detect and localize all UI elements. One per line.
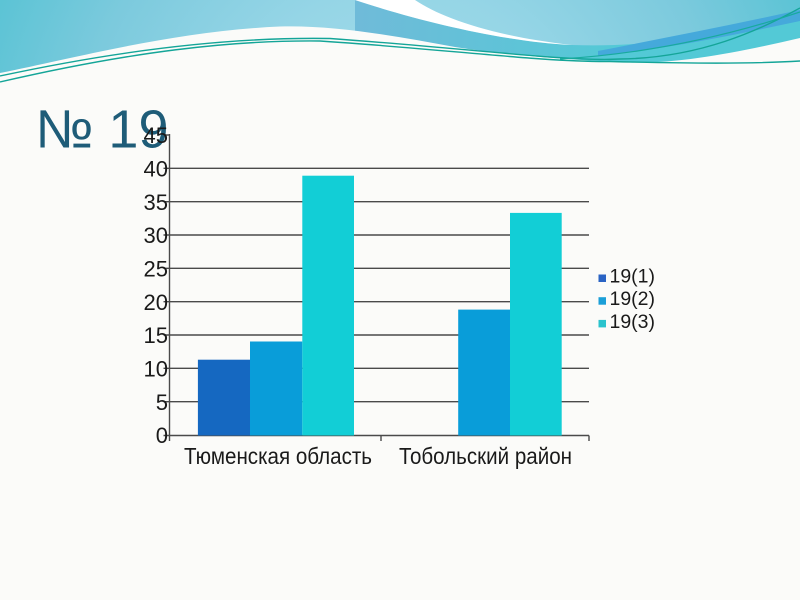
svg-text:10: 10 bbox=[144, 357, 168, 382]
svg-text:№ 19: № 19 bbox=[36, 100, 169, 160]
svg-text:0: 0 bbox=[156, 423, 168, 448]
svg-text:25: 25 bbox=[144, 257, 168, 282]
svg-text:20: 20 bbox=[144, 290, 168, 315]
svg-text:19(3): 19(3) bbox=[610, 311, 656, 333]
svg-text:45: 45 bbox=[144, 123, 168, 148]
svg-text:Тюменская область: Тюменская область bbox=[184, 443, 372, 469]
svg-text:15: 15 bbox=[144, 323, 168, 348]
svg-text:30: 30 bbox=[144, 223, 168, 248]
svg-text:19(2): 19(2) bbox=[610, 288, 656, 310]
svg-text:40: 40 bbox=[144, 157, 168, 182]
svg-text:Тобольский район: Тобольский район bbox=[399, 443, 572, 469]
svg-text:35: 35 bbox=[144, 190, 168, 215]
svg-text:5: 5 bbox=[156, 390, 168, 415]
svg-text:19(1): 19(1) bbox=[610, 266, 656, 288]
